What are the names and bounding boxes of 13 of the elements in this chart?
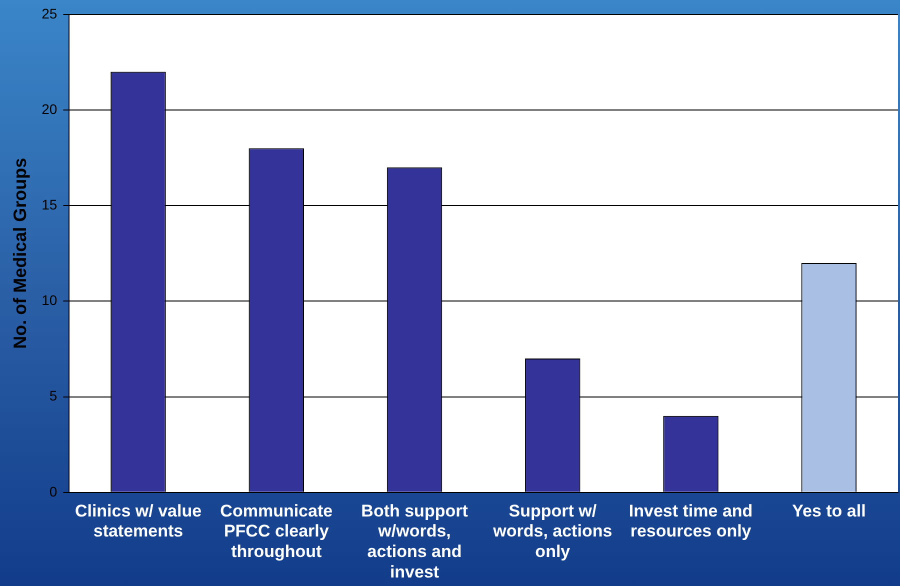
y-tick-label: 25 (42, 5, 58, 22)
y-tick-label: 15 (42, 196, 58, 212)
x-tick-label: Support w/ words, actions only (492, 501, 612, 562)
y-tick-label: 10 (42, 292, 58, 308)
y-axis-title: No. of Medical Groups (10, 158, 30, 349)
x-tick-label: Both support w/words, actions and invest (361, 501, 468, 582)
x-tick-label: Invest time and resources only (628, 501, 753, 541)
x-tick-label: Communicate PFCC clearly throughout (220, 501, 333, 562)
x-tick-label: Yes to all (792, 501, 866, 520)
x-tick-label: Clinics w/ value statements (74, 501, 202, 541)
y-tick-label: 0 (49, 483, 58, 500)
y-tick-label: 20 (42, 100, 58, 117)
y-tick-label: 5 (49, 388, 58, 404)
